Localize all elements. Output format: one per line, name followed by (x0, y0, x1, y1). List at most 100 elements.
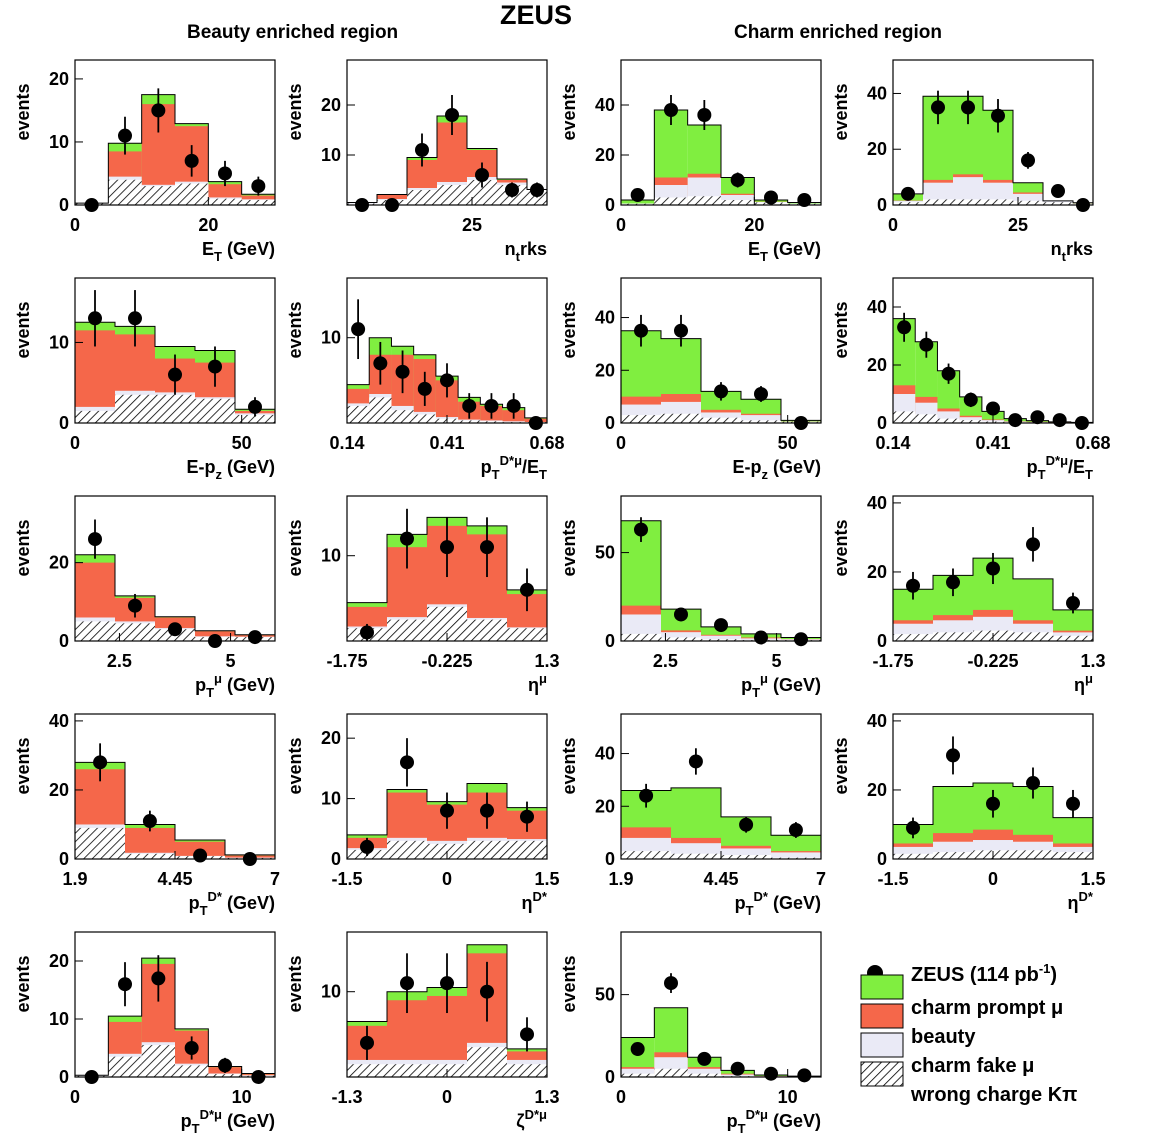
x-axis-label: ημ (1074, 671, 1093, 695)
y-tick-label: 0 (59, 1067, 69, 1087)
plot-frame (620, 931, 822, 1078)
wrong-charge-bar (115, 394, 155, 423)
x-axis-label: pTD*μ/ET (1027, 453, 1093, 482)
y-tick-label: 0 (877, 413, 887, 433)
x-tick-label: 5 (772, 651, 782, 671)
panel-charm-ptdstarmu: 0 10 0 50 events pTD*μ (GeV) (559, 931, 822, 1136)
x-axis-label: pTD*μ/ET (481, 453, 547, 482)
wrong-charge-bar (208, 198, 242, 205)
plot-frame (620, 495, 822, 642)
data-point (986, 401, 1000, 416)
panel-charm-ptdstar: 1.9 4.45 7 0 20 40 events pTD* (GeV) (559, 713, 826, 918)
x-tick-label: 0 (70, 433, 80, 453)
x-tick-label: 7 (270, 869, 280, 889)
panel-charm-et: 0 20 0 20 40 events ET (GeV) (559, 59, 822, 264)
data-point (520, 582, 534, 597)
legend-charm-fake-label: charm fake μ (911, 1055, 1034, 1077)
wrong-charge-bar (893, 411, 916, 423)
wrong-charge-bar (108, 1056, 142, 1077)
charm-fake-bar (721, 848, 771, 859)
legend-wrong-charge-label: wrong charge Kπ (910, 1084, 1077, 1106)
charm-fake-bar (661, 632, 701, 641)
data-point (118, 977, 132, 992)
x-tick-label: 1.9 (62, 869, 87, 889)
wrong-charge-bar (621, 633, 661, 641)
data-point (986, 561, 1000, 576)
data-point (193, 848, 208, 863)
data-point (788, 823, 803, 837)
data-point (946, 575, 960, 590)
x-tick-label: 0 (70, 1087, 80, 1107)
wrong-charge-bar (893, 202, 923, 205)
wrong-charge-bar (413, 414, 436, 423)
y-tick-label: 0 (605, 631, 615, 651)
wrong-charge-bar (654, 197, 688, 205)
data-point (520, 1027, 534, 1042)
y-axis-label: events (13, 83, 33, 140)
wrong-charge-bar (687, 1073, 721, 1077)
wrong-charge-bar (407, 190, 437, 205)
legend-beauty-label: beauty (911, 1026, 976, 1048)
panel-beauty-epz: 0 50 0 10 events E-pz (GeV) (13, 277, 276, 482)
wrong-charge-bar (141, 1045, 175, 1077)
data-point (634, 522, 648, 537)
data-point (991, 108, 1005, 123)
wrong-charge-bar (933, 632, 973, 641)
data-point (634, 323, 648, 338)
data-point (1066, 796, 1080, 811)
data-point (440, 803, 454, 818)
charm-fake-bar (721, 1074, 755, 1077)
total-outline (74, 321, 276, 423)
x-axis-label: E-pz (GeV) (186, 457, 275, 482)
panel-beauty-et: 0 20 0 10 20 events ET (GeV) (13, 59, 276, 264)
x-tick-label: 0 (988, 869, 998, 889)
x-tick-label: 25 (1008, 215, 1028, 235)
charm-fake-bar (741, 415, 781, 423)
data-point (764, 1066, 778, 1081)
data-point (674, 323, 688, 338)
data-point (208, 359, 222, 374)
wrong-charge-bar (893, 853, 933, 859)
wrong-charge-bar (241, 199, 275, 205)
data-point (630, 188, 645, 202)
data-point (906, 820, 920, 835)
y-axis-label: events (13, 955, 33, 1012)
data-point (906, 578, 920, 593)
wrong-charge-bar (507, 1064, 547, 1077)
x-tick-label: 20 (198, 215, 218, 235)
total-outline (74, 554, 276, 641)
data-point (714, 384, 728, 399)
total-outline (74, 94, 276, 205)
x-tick-label: 1.9 (608, 869, 633, 889)
data-point (1026, 537, 1040, 552)
x-tick-label: 0 (442, 1087, 452, 1107)
x-tick-label: 0 (616, 1087, 626, 1107)
y-tick-label: 10 (321, 789, 341, 809)
figure-title: ZEUS (500, 0, 573, 30)
panel-beauty-ptfrac: 0.14 0.41 0.68 10 events pTD*μ/ET (285, 277, 565, 482)
data-point (93, 755, 108, 770)
total-outline (620, 109, 822, 205)
x-tick-label: 0 (616, 433, 626, 453)
y-tick-label: 20 (49, 69, 69, 89)
y-tick-label: 0 (877, 195, 887, 215)
y-tick-label: 50 (595, 543, 615, 563)
data-point (440, 976, 454, 991)
wrong-charge-bar (458, 420, 481, 423)
data-point (480, 803, 494, 818)
wrong-charge-bar (687, 196, 721, 205)
plot-frame (620, 59, 822, 206)
y-tick-label: 10 (321, 328, 341, 348)
data-point (1021, 153, 1035, 168)
wrong-charge-bar (959, 420, 982, 423)
data-point (218, 166, 232, 181)
x-tick-label: 1.5 (534, 869, 559, 889)
wrong-charge-bar (391, 410, 414, 423)
data-point (351, 322, 366, 337)
wrong-charge-bar (387, 1064, 427, 1077)
x-axis-label: ntrks (505, 239, 547, 264)
x-tick-label: 0 (616, 215, 626, 235)
wrong-charge-bar (480, 421, 503, 423)
legend: ZEUS (114 pb-1) charm prompt μ beauty ch… (860, 961, 1077, 1106)
